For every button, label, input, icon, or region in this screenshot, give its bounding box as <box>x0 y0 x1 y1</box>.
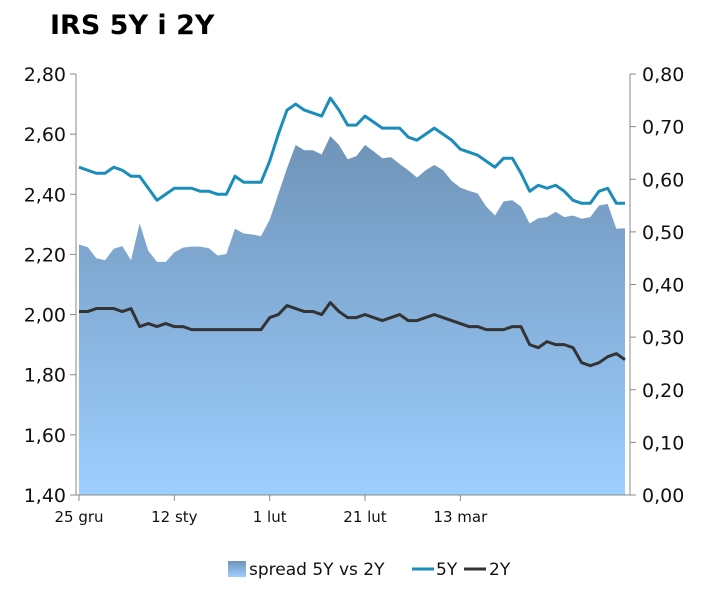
plot-area <box>78 95 626 495</box>
legend-swatch-spread <box>228 561 246 577</box>
x-tick-label: 12 sty <box>151 508 198 526</box>
x-tick-label: 21 lut <box>343 508 387 526</box>
y-right-tick-label: 0,00 <box>642 485 684 507</box>
axes: 1,40 1,60 1,80 2,00 2,20 2,40 2,60 2,80 0,00 0,10… <box>24 64 685 526</box>
y-right-tick-label: 0,30 <box>642 327 684 349</box>
y-left-tick-label: 2,20 <box>24 244 66 266</box>
y-right-tick-label: 0,70 <box>642 117 684 139</box>
series-spread-area <box>79 136 625 495</box>
y-left-tick-label: 1,80 <box>24 365 66 387</box>
y-right-tick-label: 0,80 <box>642 64 684 86</box>
series-5y-line <box>78 96 625 205</box>
y-left-tick-label: 1,60 <box>24 425 66 447</box>
legend-label-5y: 5Y <box>436 560 458 580</box>
y-right-tick-label: 0,20 <box>642 380 684 402</box>
y-left-tick-label: 2,00 <box>24 305 66 327</box>
y-right-tick-label: 0,50 <box>642 222 684 244</box>
x-tick-label: 1 lut <box>253 508 287 526</box>
y-right-tick-label: 0,60 <box>642 169 684 191</box>
series-2y-line <box>79 301 626 368</box>
x-tick-label: 25 gru <box>54 508 103 526</box>
x-tick-label: 13 mar <box>433 508 488 526</box>
legend: spread 5Y vs 2Y 5Y 2Y <box>228 560 511 580</box>
y-left-tick-label: 1,40 <box>24 485 66 507</box>
y-left-tick-label: 2,40 <box>24 184 66 206</box>
y-right-tick-label: 0,10 <box>642 432 684 454</box>
chart-title: IRS 5Y i 2Y <box>50 10 215 41</box>
legend-label-spread: spread 5Y vs 2Y <box>249 560 385 580</box>
legend-label-2y: 2Y <box>489 560 511 580</box>
y-right-tick-label: 0,40 <box>642 275 684 297</box>
y-left-tick-label: 2,60 <box>24 124 66 146</box>
y-left-tick-label: 2,80 <box>24 64 66 86</box>
